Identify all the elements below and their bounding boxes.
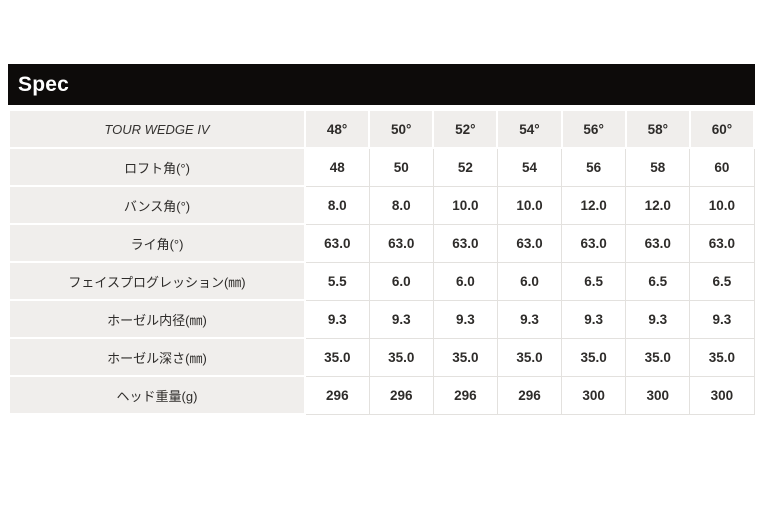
table-row: ホーゼル深さ(㎜) 35.0 35.0 35.0 35.0 35.0 35.0 35.0 bbox=[8, 337, 755, 377]
spec-value-cell: 63.0 bbox=[496, 223, 563, 263]
spec-value-cell: 300 bbox=[561, 375, 627, 415]
spec-value-cell: 9.3 bbox=[368, 299, 434, 339]
table-row: ロフト角(°) 48 50 52 54 56 58 60 bbox=[8, 147, 755, 187]
spec-value-cell: 63.0 bbox=[304, 223, 370, 263]
spec-value-cell: 35.0 bbox=[625, 337, 691, 377]
row-label: ホーゼル深さ(㎜) bbox=[8, 337, 306, 377]
spec-value-cell: 10.0 bbox=[689, 185, 755, 225]
spec-value-cell: 63.0 bbox=[561, 223, 627, 263]
spec-value-cell: 296 bbox=[496, 375, 563, 415]
spec-value-cell: 35.0 bbox=[496, 337, 563, 377]
spec-value-cell: 63.0 bbox=[432, 223, 498, 263]
spec-value-cell: 35.0 bbox=[368, 337, 434, 377]
spec-value-cell: 296 bbox=[304, 375, 370, 415]
spec-value-cell: 8.0 bbox=[304, 185, 370, 225]
spec-value-cell: 10.0 bbox=[496, 185, 563, 225]
table-row: バンス角(°) 8.0 8.0 10.0 10.0 12.0 12.0 10.0 bbox=[8, 185, 755, 225]
spec-value-cell: 5.5 bbox=[304, 261, 370, 301]
spec-value-cell: 35.0 bbox=[304, 337, 370, 377]
spec-value-cell: 6.0 bbox=[496, 261, 563, 301]
spec-value-cell: 9.3 bbox=[432, 299, 498, 339]
model-name: TOUR WEDGE IV bbox=[8, 109, 306, 149]
spec-value-cell: 35.0 bbox=[432, 337, 498, 377]
spec-value-cell: 6.5 bbox=[561, 261, 627, 301]
spec-value-cell: 300 bbox=[689, 375, 755, 415]
column-header-1: 48° bbox=[303, 109, 371, 149]
column-header-5: 56° bbox=[560, 109, 627, 149]
spec-value-cell: 50 bbox=[368, 147, 434, 187]
spec-value-cell: 12.0 bbox=[561, 185, 627, 225]
table-row: ライ角(°) 63.0 63.0 63.0 63.0 63.0 63.0 63.0 bbox=[8, 223, 755, 263]
table-row: ヘッド重量(g) 296 296 296 296 300 300 300 bbox=[8, 375, 755, 415]
spec-value-cell: 48 bbox=[304, 147, 370, 187]
table-row: ホーゼル内径(㎜) 9.3 9.3 9.3 9.3 9.3 9.3 9.3 bbox=[8, 299, 755, 339]
spec-value-cell: 9.3 bbox=[561, 299, 627, 339]
spec-title: Spec bbox=[18, 72, 69, 96]
spec-value-cell: 12.0 bbox=[625, 185, 691, 225]
spec-value-cell: 56 bbox=[561, 147, 627, 187]
spec-header-bar: Spec bbox=[8, 64, 755, 105]
spec-value-cell: 296 bbox=[432, 375, 498, 415]
column-header-2: 50° bbox=[368, 109, 435, 149]
row-label: ライ角(°) bbox=[8, 223, 306, 263]
spec-value-cell: 6.5 bbox=[689, 261, 755, 301]
spec-value-cell: 300 bbox=[625, 375, 691, 415]
row-label: ヘッド重量(g) bbox=[8, 375, 306, 415]
spec-value-cell: 9.3 bbox=[689, 299, 755, 339]
spec-value-cell: 9.3 bbox=[496, 299, 563, 339]
row-label: ロフト角(°) bbox=[8, 147, 306, 187]
row-label: フェイスプログレッション(㎜) bbox=[8, 261, 306, 301]
spec-value-cell: 35.0 bbox=[689, 337, 755, 377]
row-label: バンス角(°) bbox=[8, 185, 306, 225]
spec-value-cell: 63.0 bbox=[625, 223, 691, 263]
spec-value-cell: 54 bbox=[496, 147, 563, 187]
column-header-7: 60° bbox=[688, 109, 756, 149]
spec-value-cell: 63.0 bbox=[368, 223, 434, 263]
spec-value-cell: 9.3 bbox=[304, 299, 370, 339]
spec-value-cell: 8.0 bbox=[368, 185, 434, 225]
spec-value-cell: 296 bbox=[368, 375, 434, 415]
column-header-6: 58° bbox=[624, 109, 691, 149]
spec-table: TOUR WEDGE IV 48° 50° 52° 54° 56° 58° 60° ロフト角… bbox=[8, 109, 756, 415]
spec-table-header-row: TOUR WEDGE IV 48° 50° 52° 54° 56° 58° 60° bbox=[8, 109, 756, 149]
spec-table-body: ロフト角(°) 48 50 52 54 56 58 60 バンス角(°) 8.0 8.0 10.0 10… bbox=[8, 147, 755, 415]
table-row: フェイスプログレッション(㎜) 5.5 6.0 6.0 6.0 6.5 6.5 6.5 bbox=[8, 261, 755, 301]
spec-value-cell: 9.3 bbox=[625, 299, 691, 339]
spec-value-cell: 10.0 bbox=[432, 185, 498, 225]
spec-value-cell: 63.0 bbox=[689, 223, 755, 263]
spec-value-cell: 52 bbox=[432, 147, 498, 187]
column-header-3: 52° bbox=[432, 109, 499, 149]
row-label: ホーゼル内径(㎜) bbox=[8, 299, 306, 339]
spec-value-cell: 6.0 bbox=[368, 261, 434, 301]
spec-value-cell: 58 bbox=[625, 147, 691, 187]
spec-value-cell: 60 bbox=[689, 147, 755, 187]
column-header-4: 54° bbox=[496, 109, 563, 149]
spec-value-cell: 35.0 bbox=[561, 337, 627, 377]
spec-value-cell: 6.0 bbox=[432, 261, 498, 301]
spec-value-cell: 6.5 bbox=[625, 261, 691, 301]
